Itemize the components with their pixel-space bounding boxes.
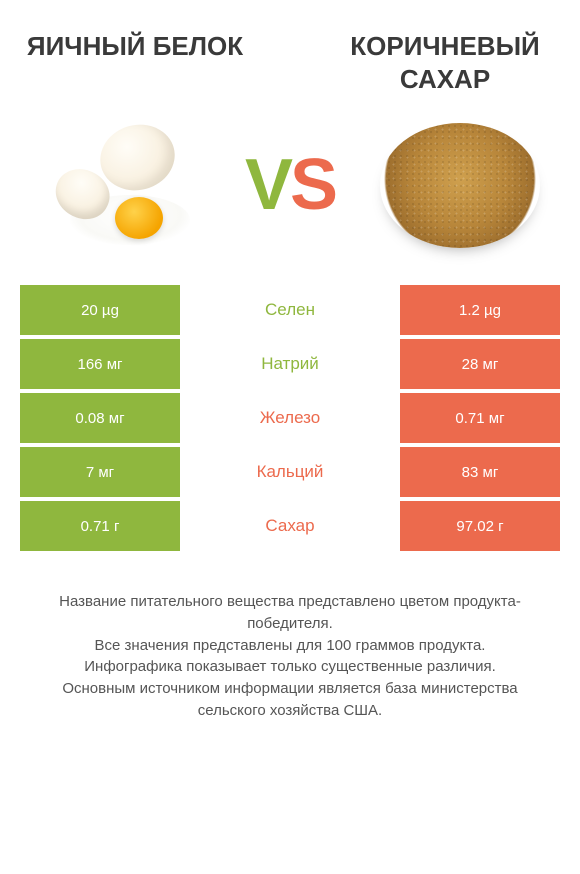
value-right: 97.02 г [400,501,560,551]
value-right: 83 мг [400,447,560,497]
nutrient-label: Сахар [180,501,400,551]
table-row: 0.71 гСахар97.02 г [20,501,560,551]
value-left: 0.08 мг [20,393,180,443]
comparison-table: 20 µgСелен1.2 µg166 мгНатрий28 мг0.08 мг… [20,285,560,551]
nutrient-label: Кальций [180,447,400,497]
value-left: 7 мг [20,447,180,497]
vs-s: S [290,144,335,226]
footer-line: Основным источником информации является … [30,678,550,722]
images-row: VS [20,115,560,255]
title-right: КОРИЧНЕВЫЙ САХАР [330,30,560,95]
nutrient-label: Железо [180,393,400,443]
value-right: 0.71 мг [400,393,560,443]
footer-line: Название питательного вещества представл… [30,591,550,635]
vs-label: VS [245,144,335,226]
table-row: 0.08 мгЖелезо0.71 мг [20,393,560,443]
value-left: 20 µg [20,285,180,335]
footer-line: Все значения представлены для 100 граммо… [30,635,550,657]
sugar-image [370,115,550,255]
value-right: 28 мг [400,339,560,389]
footer-line: Инфографика показывает только существенн… [30,656,550,678]
value-right: 1.2 µg [400,285,560,335]
header: ЯИЧНЫЙ БЕЛОК КОРИЧНЕВЫЙ САХАР [20,30,560,95]
nutrient-label: Селен [180,285,400,335]
table-row: 20 µgСелен1.2 µg [20,285,560,335]
footer-notes: Название питательного вещества представл… [20,591,560,722]
value-left: 166 мг [20,339,180,389]
nutrient-label: Натрий [180,339,400,389]
title-left: ЯИЧНЫЙ БЕЛОК [20,30,250,63]
value-left: 0.71 г [20,501,180,551]
table-row: 7 мгКальций83 мг [20,447,560,497]
table-row: 166 мгНатрий28 мг [20,339,560,389]
vs-v: V [245,144,290,226]
egg-image [30,115,210,255]
